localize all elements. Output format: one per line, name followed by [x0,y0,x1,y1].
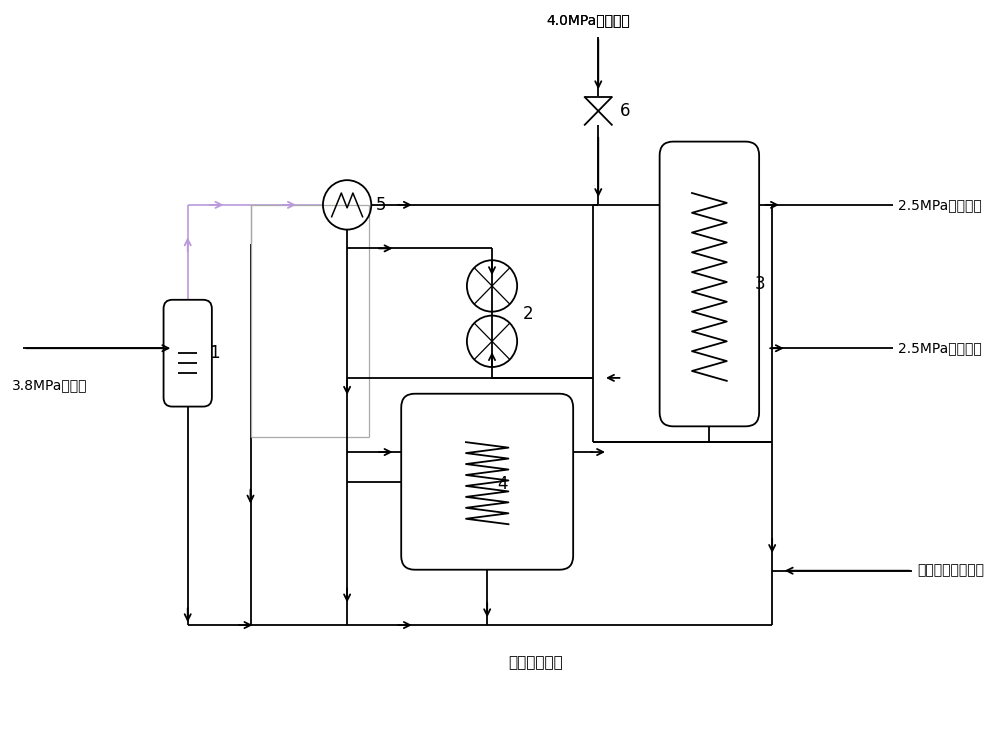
Text: 2.5MPa过热蒸汽: 2.5MPa过热蒸汽 [898,341,982,355]
Text: 去变换后系统: 去变换后系统 [508,655,563,670]
Text: 1: 1 [209,344,220,362]
Text: 3.8MPa粗煤气: 3.8MPa粗煤气 [12,378,87,392]
Text: 4.0MPa饱和蒸汽: 4.0MPa饱和蒸汽 [547,13,630,27]
FancyBboxPatch shape [660,142,759,427]
Text: 2: 2 [523,305,534,323]
Text: 5: 5 [376,196,387,214]
Text: 来自甲醇合成蒸汽: 来自甲醇合成蒸汽 [917,564,984,578]
Text: 6: 6 [620,102,630,120]
Text: 4.0MPa饱和蒸汽: 4.0MPa饱和蒸汽 [547,13,630,27]
Text: 4: 4 [497,475,507,493]
Text: 3: 3 [755,275,765,293]
FancyBboxPatch shape [401,393,573,570]
FancyBboxPatch shape [164,300,212,407]
Text: 2.5MPa饱和蒸汽: 2.5MPa饱和蒸汽 [898,198,982,212]
